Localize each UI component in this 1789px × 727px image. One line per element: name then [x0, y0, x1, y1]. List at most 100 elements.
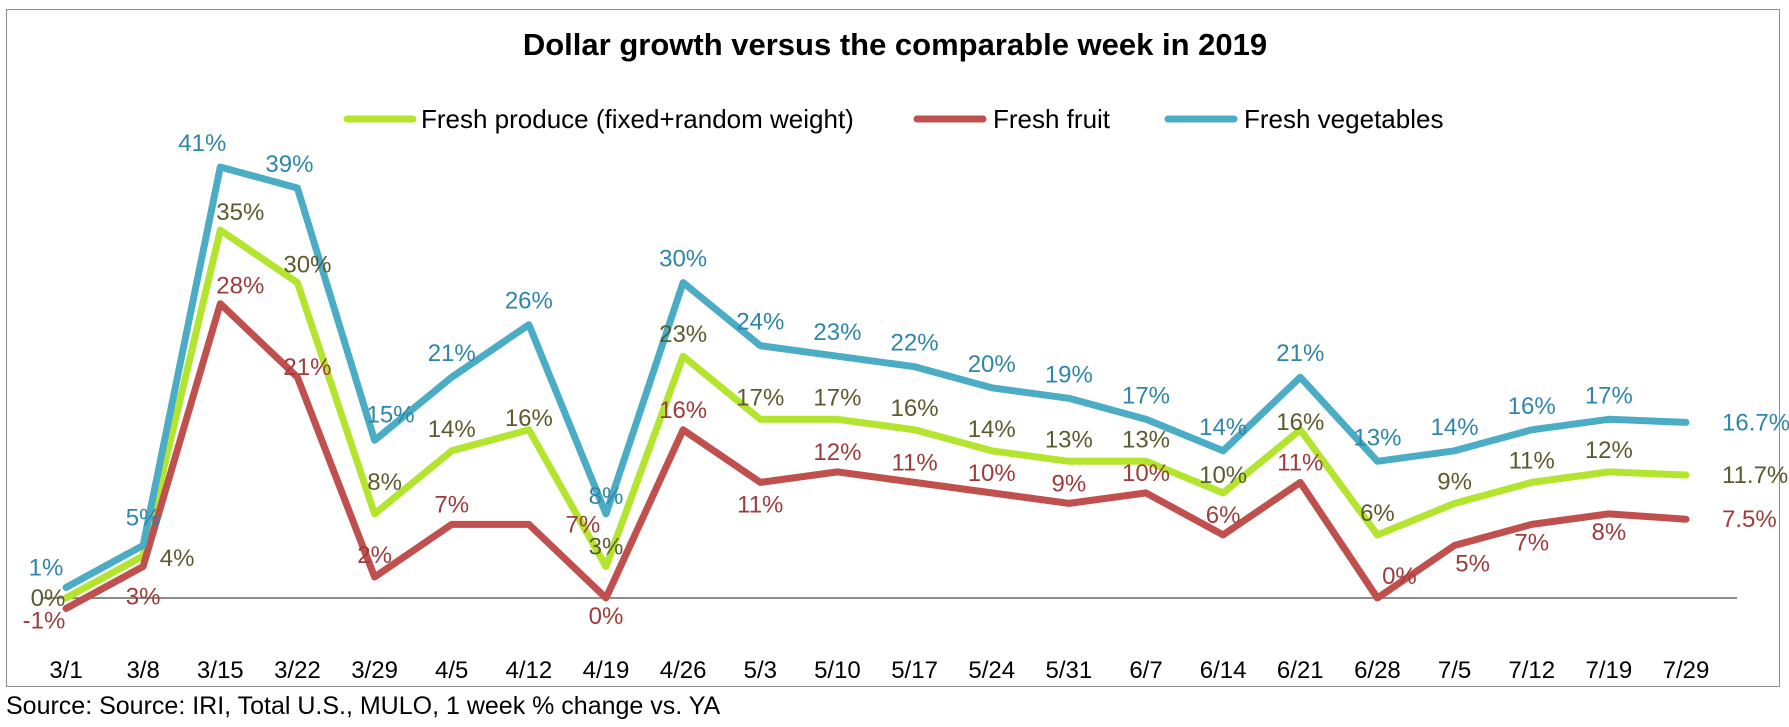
data-label-fresh-produce: 11.7%	[1722, 462, 1788, 489]
data-label-fresh-fruit: 10%	[1122, 460, 1170, 487]
data-label-fresh-produce: 17%	[813, 384, 861, 411]
data-label-fresh-produce: 23%	[659, 321, 707, 348]
data-label-fresh-produce: 16%	[505, 405, 553, 432]
x-tick-label: 5/3	[744, 657, 777, 684]
data-label-fresh-produce: 8%	[367, 469, 402, 496]
x-tick-label: 3/8	[126, 657, 159, 684]
data-label-fresh-fruit: 12%	[813, 439, 861, 466]
x-tick-label: 5/24	[968, 657, 1015, 684]
x-tick-label: 3/15	[197, 657, 244, 684]
data-label-fresh-fruit: 2%	[357, 542, 392, 569]
data-label-fresh-fruit: 7%	[566, 511, 601, 538]
data-label-fresh-vegetables: 8%	[589, 483, 624, 510]
data-label-fresh-produce: 13%	[1122, 426, 1170, 453]
data-label-fresh-fruit: 6%	[1206, 502, 1241, 529]
data-label-fresh-vegetables: 21%	[428, 340, 476, 367]
data-label-fresh-fruit: 11%	[737, 491, 783, 518]
chart-frame	[6, 9, 1780, 687]
data-label-fresh-produce: 17%	[736, 384, 784, 411]
x-tick-label: 5/31	[1045, 657, 1092, 684]
legend-label-1: Fresh produce (fixed+random weight)	[421, 104, 854, 134]
data-label-fresh-produce: 6%	[1360, 500, 1395, 527]
x-tick-label: 4/12	[505, 657, 552, 684]
data-label-fresh-vegetables: 14%	[1431, 414, 1479, 441]
x-tick-label: 6/14	[1200, 657, 1247, 684]
data-label-fresh-produce: 35%	[216, 199, 264, 226]
data-label-fresh-vegetables: 17%	[1122, 382, 1170, 409]
data-label-fresh-fruit: 7.5%	[1722, 506, 1777, 533]
data-label-fresh-vegetables: 16.7%	[1722, 409, 1789, 436]
data-label-fresh-vegetables: 23%	[813, 319, 861, 346]
data-label-fresh-vegetables: 16%	[1508, 393, 1556, 420]
data-label-fresh-produce: 11%	[1509, 447, 1555, 474]
data-label-fresh-produce: 13%	[1045, 426, 1093, 453]
line-chart: Dollar growth versus the comparable week…	[23, 27, 1789, 684]
x-tick-label: 7/5	[1438, 657, 1471, 684]
data-label-fresh-fruit: 3%	[126, 583, 161, 610]
data-label-fresh-vegetables: 1%	[29, 554, 64, 581]
data-label-fresh-fruit: 16%	[659, 397, 707, 424]
source-note: Source: Source: IRI, Total U.S., MULO, 1…	[6, 692, 721, 720]
data-label-fresh-vegetables: 14%	[1199, 414, 1247, 441]
x-tick-label: 4/5	[435, 657, 468, 684]
data-label-fresh-vegetables: 20%	[968, 351, 1016, 378]
x-tick-label: 5/10	[814, 657, 861, 684]
data-label-fresh-fruit: 9%	[1052, 470, 1087, 497]
x-tick-label: 6/7	[1129, 657, 1162, 684]
data-label-fresh-vegetables: 15%	[367, 401, 415, 428]
data-label-fresh-fruit: 0%	[589, 603, 624, 630]
data-label-fresh-fruit: 5%	[1455, 550, 1490, 577]
data-label-fresh-vegetables: 24%	[736, 309, 784, 336]
data-label-fresh-produce: 30%	[283, 252, 331, 279]
data-label-fresh-produce: 16%	[1276, 409, 1324, 436]
data-labels: 0% 4% 35% 30% 8% 14% 16% 3% 23% 17% 17% 16% 14% 13% 13…	[23, 130, 1789, 635]
x-tick-label: 7/19	[1585, 657, 1632, 684]
data-label-fresh-vegetables: 21%	[1276, 340, 1324, 367]
x-tick-label: 4/19	[583, 657, 630, 684]
data-label-fresh-produce: 14%	[428, 416, 476, 443]
data-label-fresh-produce: 0%	[31, 585, 66, 612]
data-label-fresh-produce: 12%	[1585, 437, 1633, 464]
x-tick-label: 7/29	[1663, 657, 1710, 684]
chart-title: Dollar growth versus the comparable week…	[523, 27, 1267, 62]
data-label-fresh-produce: 3%	[589, 533, 624, 560]
data-label-fresh-fruit: 7%	[1514, 529, 1549, 556]
data-label-fresh-vegetables: 26%	[505, 288, 553, 315]
data-label-fresh-produce: 9%	[1437, 468, 1472, 495]
data-label-fresh-fruit: 10%	[968, 460, 1016, 487]
series-lines	[62, 163, 1690, 612]
x-tick-label: 3/22	[274, 657, 321, 684]
data-label-fresh-produce: 16%	[891, 395, 939, 422]
legend-label-2: Fresh fruit	[993, 104, 1111, 134]
data-label-fresh-fruit: 0%	[1382, 563, 1417, 590]
series-line-fresh-produce	[62, 226, 1690, 602]
data-label-fresh-vegetables: 19%	[1045, 361, 1093, 388]
data-label-fresh-vegetables: 30%	[659, 246, 707, 273]
data-label-fresh-produce: 14%	[968, 416, 1016, 443]
data-label-fresh-fruit: 21%	[283, 354, 331, 381]
data-label-fresh-vegetables: 17%	[1585, 382, 1633, 409]
data-label-fresh-fruit: 11%	[891, 449, 937, 476]
data-label-fresh-fruit: 8%	[1592, 519, 1627, 546]
data-label-fresh-fruit: -1%	[23, 608, 66, 635]
data-label-fresh-produce: 4%	[160, 545, 195, 572]
x-tick-label: 3/1	[49, 657, 82, 684]
data-label-fresh-produce: 10%	[1199, 462, 1247, 489]
x-tick-label: 5/17	[891, 657, 938, 684]
data-label-fresh-vegetables: 5%	[126, 504, 161, 531]
x-tick-label: 4/26	[660, 657, 707, 684]
x-tick-label: 6/21	[1277, 657, 1324, 684]
legend: Fresh produce (fixed+random weight) Fresh…	[343, 104, 1443, 134]
x-tick-label: 3/29	[351, 657, 398, 684]
series-line-fresh-vegetables	[62, 163, 1690, 591]
data-label-fresh-fruit: 7%	[434, 491, 469, 518]
data-label-fresh-vegetables: 39%	[265, 151, 313, 178]
data-label-fresh-vegetables: 22%	[891, 330, 939, 357]
data-label-fresh-fruit: 28%	[216, 273, 264, 300]
series-line-fresh-fruit	[62, 300, 1690, 612]
x-tick-label: 6/28	[1354, 657, 1401, 684]
legend-label-3: Fresh vegetables	[1244, 104, 1443, 134]
data-label-fresh-vegetables: 41%	[178, 130, 226, 157]
data-label-fresh-vegetables: 13%	[1353, 424, 1401, 451]
x-axis-ticks: 3/1 3/8 3/15 3/22 3/29 4/5 4/12 4/19 4/26 5/3 5/10…	[49, 657, 1709, 684]
